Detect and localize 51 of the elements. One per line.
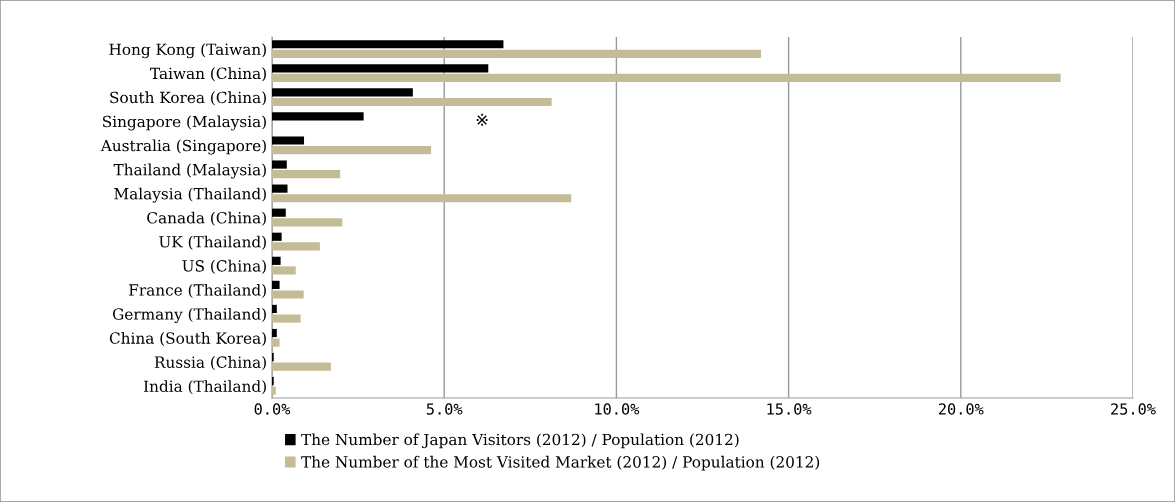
x-tick-label: 5.0% [426,403,463,415]
y-tick-label: Thailand (Malaysia) [113,163,266,179]
y-tick-label: Singapore (Malaysia) [103,115,266,131]
bar [272,97,552,107]
bar [272,218,343,227]
bar [272,232,282,241]
bar [272,170,341,179]
bar [272,88,413,97]
y-tick-label: South Korea (China) [110,91,266,106]
y-tick-label: India (Thailand) [143,380,266,395]
bar [272,386,276,395]
legend-label: The Number of Japan Visitors (2012) / Population (2012) [301,433,739,449]
bar [272,290,304,299]
bar [272,328,277,338]
bar [272,314,301,323]
y-tick-label: China (South Korea) [109,332,266,347]
bar [272,40,504,49]
bar [272,146,432,155]
bar [272,266,296,275]
bar [272,242,320,251]
annotation: ※ [476,113,488,126]
x-tick-label: 20.0% [938,403,984,415]
bar [272,208,286,217]
bar [272,256,281,265]
bar [272,280,280,289]
x-tick-label: 15.0% [767,403,812,415]
bar [272,112,364,121]
bar [272,362,331,371]
bar [272,160,287,169]
y-tick-label: Germany (Thailand) [112,307,266,323]
bar [272,338,280,347]
y-tick-label: Malaysia (Thailand) [114,187,266,203]
y-tick-label: Australia (Singapore) [100,139,266,155]
bar [272,136,305,145]
y-tick-label: Taiwan (China) [150,67,266,82]
y-tick-label: UK (Thailand) [159,235,266,250]
y-tick-label: Russia (China) [154,356,266,371]
bar [272,194,572,203]
y-tick-label: Hong Kong (Taiwan) [109,43,266,59]
bar [272,64,489,73]
x-tick-label: 0.0% [254,403,291,415]
bar [272,49,762,58]
y-tick-label: France (Thailand) [129,283,266,298]
legend-label: The Number of the Most Visited Market (2012) / Population (2012) [301,455,820,471]
x-tick-label: 10.0% [595,403,640,415]
bar [272,73,1061,82]
bar [272,304,277,314]
bar [272,184,288,193]
x-tick-label: 25.0% [1111,403,1156,415]
y-tick-label: US (China) [182,259,266,274]
y-tick-label: Canada (China) [147,211,266,226]
